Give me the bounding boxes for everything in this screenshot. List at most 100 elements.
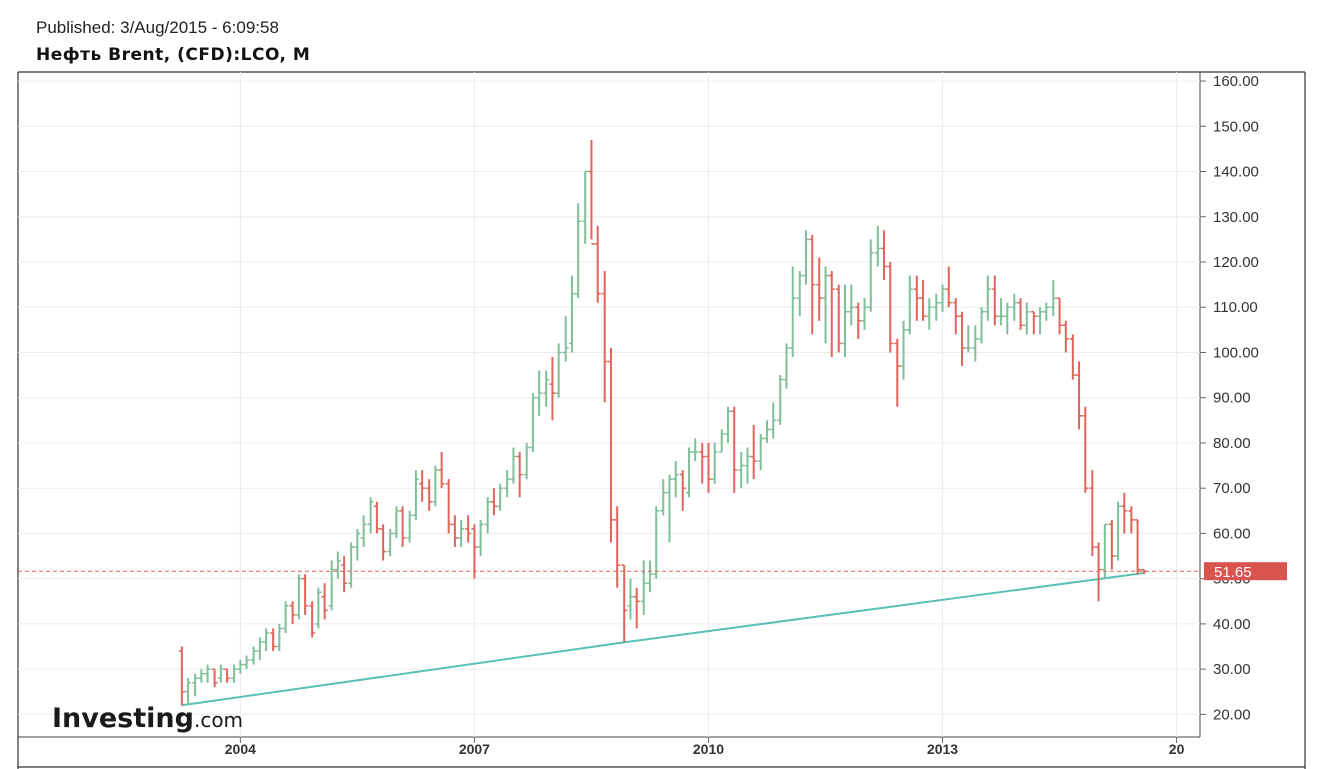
investing-logo: Investing.com: [52, 703, 243, 734]
ohlc-bar: [504, 470, 511, 498]
ohlc-bar: [965, 325, 972, 353]
y-axis: 20.0030.0040.0050.0060.0070.0080.0090.00…: [1200, 73, 1259, 723]
ohlc-bar: [627, 578, 634, 620]
ohlc-bar: [933, 293, 940, 321]
ohlc-bar: [451, 515, 458, 547]
ohlc-bar: [270, 628, 277, 652]
y-tick-label: 80.00: [1213, 435, 1251, 452]
last-price-badge: [1204, 562, 1287, 581]
ohlc-bar: [367, 497, 374, 534]
ohlc-bar: [894, 338, 901, 407]
ohlc-bars: [178, 139, 1147, 706]
ohlc-bar: [731, 406, 738, 493]
ohlc-bar: [998, 298, 1005, 326]
ohlc-bar: [920, 280, 927, 321]
ohlc-bar: [282, 601, 289, 633]
x-axis: 2004 2007 2010 2013 20: [225, 737, 1185, 757]
ohlc-bar: [185, 678, 192, 706]
y-tick-label: 110.00: [1213, 299, 1258, 316]
ohlc-bar: [789, 266, 796, 357]
ohlc-bar: [543, 370, 550, 407]
ohlc-bar: [516, 452, 523, 498]
ohlc-bar: [406, 510, 413, 543]
ohlc-bar: [1134, 519, 1141, 575]
y-tick-label: 130.00: [1213, 209, 1259, 226]
ohlc-bar: [490, 488, 497, 516]
ohlc-bar: [861, 298, 868, 330]
ohlc-bar: [360, 515, 367, 547]
ohlc-bar: [633, 587, 640, 629]
ohlc-bar: [334, 551, 341, 579]
ohlc-bar: [419, 470, 426, 502]
ohlc-bar: [192, 673, 199, 697]
ohlc-bar: [881, 230, 888, 281]
y-tick-label: 20.00: [1213, 706, 1251, 723]
ohlc-bar: [1011, 293, 1018, 321]
ohlc-bar: [867, 239, 874, 312]
ohlc-bar: [555, 343, 562, 398]
ohlc-bar: [952, 298, 959, 335]
ohlc-bar: [354, 528, 361, 561]
ohlc-bar: [640, 560, 647, 615]
ohlc-bar: [328, 560, 335, 611]
ohlc-bar: [1076, 361, 1083, 430]
last-price-label: 51.65: [1214, 564, 1252, 581]
ohlc-bar: [848, 284, 855, 326]
ohlc-bar: [900, 320, 907, 380]
ohlc-bar: [445, 479, 452, 534]
x-tick-label: 2004: [225, 741, 256, 757]
ohlc-bar: [1115, 501, 1122, 561]
ohlc-bar: [315, 587, 322, 629]
ohlc-bar: [666, 474, 673, 543]
ohlc-bar: [263, 628, 270, 652]
ohlc-bar: [471, 524, 478, 579]
ohlc-bar: [887, 262, 894, 353]
ohlc-bar: [874, 225, 881, 267]
y-tick-label: 120.00: [1213, 254, 1259, 271]
ohlc-bar: [945, 266, 952, 308]
ohlc-bar: [679, 470, 686, 511]
ohlc-bar: [432, 465, 439, 507]
ohlc-bar: [568, 275, 575, 353]
grid-lines: [18, 72, 1200, 737]
ohlc-bar: [607, 347, 614, 543]
ohlc-bar: [1023, 302, 1030, 335]
y-tick-label: 30.00: [1213, 661, 1251, 678]
ohlc-bar: [302, 574, 309, 615]
ohlc-bar: [660, 479, 667, 516]
ohlc-bar: [465, 515, 472, 543]
ohlc-bar: [321, 583, 328, 620]
ohlc-bar: [393, 506, 400, 538]
ohlc-bar: [1062, 320, 1069, 353]
ohlc-bar: [828, 271, 835, 357]
y-tick-label: 70.00: [1213, 480, 1251, 497]
ohlc-bar: [744, 447, 751, 484]
ohlc-bar: [796, 271, 803, 317]
ohlc-bar: [1121, 492, 1128, 534]
ohlc-bar: [582, 170, 589, 244]
ohlc-bar: [588, 139, 595, 245]
ohlc-bar: [614, 506, 621, 588]
ohlc-bar: [816, 257, 823, 321]
instrument-title: Нефть Brent, (CFD):LCO, M: [36, 45, 311, 65]
ohlc-bar: [809, 234, 816, 335]
ohlc-bar: [309, 601, 316, 638]
ohlc-bar: [906, 275, 913, 335]
ohlc-bar: [672, 461, 679, 498]
ohlc-bar: [913, 275, 920, 321]
ohlc-bar: [295, 574, 302, 620]
ohlc-bar: [757, 433, 764, 471]
ohlc-bar: [972, 325, 979, 362]
ohlc-bar: [1017, 298, 1024, 330]
ohlc-bar: [1050, 280, 1057, 317]
ohlc-bar: [685, 447, 692, 498]
ohlc-bar: [211, 668, 218, 688]
ohlc-bar: [178, 646, 185, 706]
ohlc-bar: [783, 343, 790, 389]
y-tick-label: 60.00: [1213, 525, 1251, 542]
ohlc-bar: [835, 284, 842, 353]
x-tick-label: 20: [1169, 741, 1185, 757]
ohlc-bar: [1082, 406, 1089, 493]
ohlc-bar: [237, 660, 244, 674]
ohlc-bar: [939, 284, 946, 312]
